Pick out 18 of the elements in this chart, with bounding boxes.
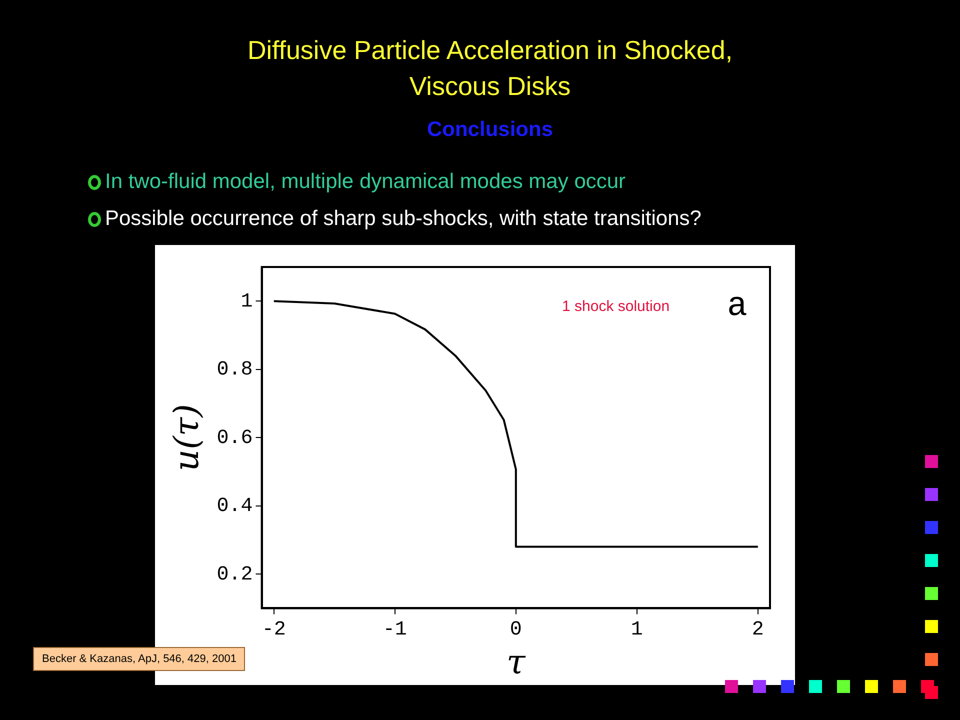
x-axis-title: τ	[506, 642, 526, 682]
y-tick-label: 0.6	[216, 426, 253, 450]
x-tick-label: 1	[630, 618, 643, 642]
y-tick-label: 0.4	[216, 495, 253, 518]
chart-title: Diffusive Particle Acceleration in Shocked, Viscous Disks	[246, 34, 734, 103]
y-tick-label: 0.2	[216, 563, 253, 586]
text: Possible occurrence of sharp sub-shocks, with state transitions?	[105, 207, 702, 231]
y-axis-title: u(τ)	[167, 404, 208, 472]
text: In two-fluid model, multiple dynamical modes may occur	[105, 170, 626, 194]
y-tick-label: 0.8	[216, 358, 253, 382]
x-tick-label: -1	[382, 618, 407, 642]
x-tick-label: 0	[510, 618, 522, 642]
text: Becker & Kazanas, ApJ, 546, 429, 2001	[33, 647, 246, 671]
y-tick-label: 1	[240, 290, 253, 314]
chart-subtitle: Conclusions	[426, 118, 554, 142]
annotation: 1 shock solution	[562, 298, 670, 315]
x-tick-label: -2	[262, 618, 286, 642]
annotation: a	[727, 288, 748, 326]
